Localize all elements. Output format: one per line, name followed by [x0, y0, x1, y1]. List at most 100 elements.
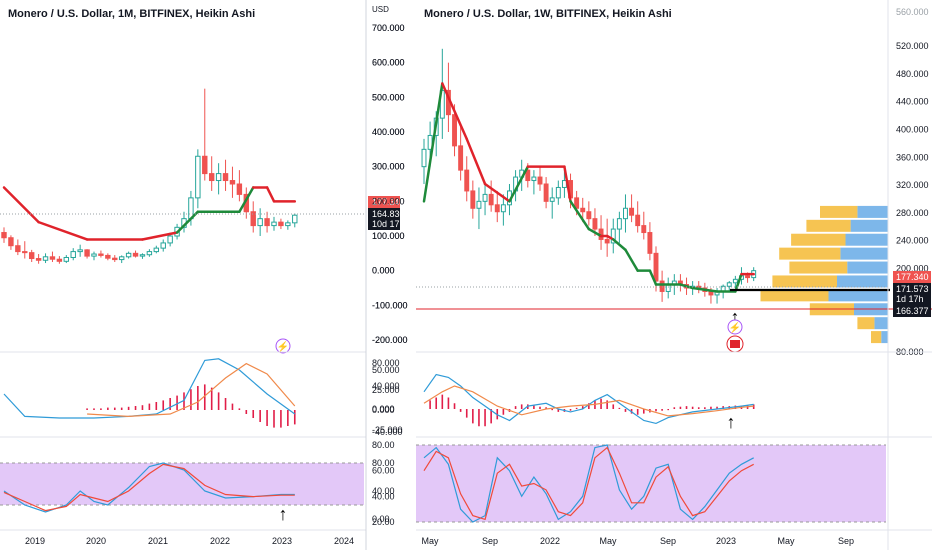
r-candle-40	[665, 277, 671, 299]
r-candle-body-10	[482, 193, 488, 202]
r-stop-seg-17	[679, 283, 694, 290]
r-candle-42	[677, 274, 683, 292]
l-candle-6	[42, 253, 49, 264]
left-flash-icon[interactable]	[275, 338, 291, 354]
l-price-tick-2: 500.000	[372, 92, 405, 102]
l-candle-body-34	[236, 183, 243, 195]
l-price-tick-1: 600.000	[372, 58, 405, 68]
r-price-tick-1: 600.000	[372, 58, 405, 68]
r-candle-30	[604, 218, 610, 257]
r-candle-body-35	[635, 214, 641, 227]
r-hist-bar-21	[557, 409, 560, 412]
r-hist-bar-40	[673, 407, 676, 409]
r-stop-seg-3	[483, 182, 511, 203]
l-candle-12	[84, 249, 90, 259]
r-hist-bar-15	[520, 404, 523, 409]
l-stop-seg-1	[37, 220, 89, 241]
r-hist-bar-6	[465, 409, 468, 418]
r-hist-bar-7	[472, 409, 474, 424]
left-panel: Monero / U.S. Dollar, 1M, BITFINEX, Heik…	[0, 8, 408, 546]
r-candle-20	[543, 177, 549, 209]
l-candle-16	[112, 255, 118, 262]
r-candle-12	[494, 190, 500, 223]
r-stop-seg-18	[691, 286, 719, 293]
r-price-tick-0: 700.000	[372, 23, 405, 33]
r-vp-up-0	[857, 205, 888, 218]
l-candle-body-18	[125, 252, 132, 258]
right-stop-line	[422, 82, 755, 293]
r-hist-bar-8	[478, 409, 480, 427]
r-candle-body-31	[610, 228, 616, 244]
r-stop-seg-14	[648, 269, 658, 286]
left-last-price-text: 164.830	[372, 209, 405, 219]
r-vp-price-tick-0: 520.000	[896, 41, 929, 51]
r-vp-down-2	[791, 233, 846, 246]
l-candle-28	[195, 149, 201, 209]
r-candle-18	[531, 170, 537, 195]
l-hist-bar-20	[224, 398, 227, 410]
r-candle-8	[470, 180, 476, 219]
l-candle-41	[285, 220, 291, 230]
r-candle-body-38	[653, 252, 659, 282]
r-candle-7	[464, 156, 470, 202]
l-candle-15	[105, 253, 111, 261]
r-candle-35	[635, 201, 641, 233]
r-vp-up-5	[837, 275, 888, 288]
l-time-tick-5: 2024	[334, 536, 354, 546]
l-hist-bar-17	[203, 384, 206, 410]
r-candle-body-9	[476, 200, 482, 209]
left-last-price-label	[368, 208, 400, 230]
r-stop-seg-7	[569, 200, 591, 231]
l-candle-9	[63, 255, 70, 264]
r-candle-27	[586, 201, 592, 226]
l-hist-bar-6	[127, 406, 130, 410]
l-candle-26	[181, 211, 187, 233]
r-macd-tick-3: -40.000	[372, 427, 403, 437]
r-time-tick-3: May	[599, 536, 617, 546]
r-candle-body-30	[604, 238, 610, 244]
right-price-axis: 520.000 480.000 440.000 400.000 360.000 320.0…	[896, 41, 929, 357]
right-signal-line	[423, 385, 754, 417]
r-hist-bar-35	[642, 409, 645, 414]
r-hist-bar-43	[691, 406, 694, 409]
l-candle-body-9	[63, 256, 70, 262]
l-candle-31	[215, 163, 222, 195]
l-candle-body-2	[15, 245, 21, 253]
l-candle-4	[28, 249, 35, 262]
l-candle-body-17	[118, 256, 125, 261]
r-candle-36	[641, 211, 647, 240]
r-price-tick-6: 100.000	[372, 231, 405, 241]
r-vp-down-3	[779, 247, 841, 260]
l-candle-body-16	[112, 257, 118, 261]
l-hist-bar-5	[120, 407, 123, 410]
r-macd-tick-1: 40.000	[372, 381, 400, 391]
left-macd-histogram	[86, 384, 296, 428]
r-hist-bar-48	[722, 406, 724, 409]
l-candle-body-10	[70, 251, 76, 258]
l-price-tick-4: 300.000	[372, 162, 405, 172]
left-flash-icon-glyph: ⚡	[277, 340, 289, 353]
r-hist-bar-38	[661, 409, 663, 411]
r-vp-price-tick-7: 240.000	[896, 236, 929, 246]
l-price-tick-9: -200.000	[372, 335, 408, 345]
r-candle-11	[488, 180, 494, 212]
l-candle-body-41	[285, 222, 291, 227]
l-hist-bar-30	[293, 410, 296, 425]
l-stoch-tick-2: 0.00	[372, 514, 390, 524]
left-signal-line	[87, 362, 296, 418]
r-hist-bar-30	[612, 404, 615, 409]
l-time-tick-3: 2022	[210, 536, 230, 546]
r-candle-39	[659, 270, 665, 302]
r-candle-body-32	[616, 218, 622, 230]
r-vp-up-1	[850, 219, 888, 232]
r-candle-body-19	[537, 176, 543, 185]
l-macd-tick-1: 25.000	[372, 385, 400, 395]
right-support-price-label	[893, 305, 931, 317]
r-candle-body-34	[629, 207, 635, 216]
l-candle-body-19	[132, 252, 139, 257]
r-candle-body-39	[659, 280, 665, 292]
l-price-tick-7: 0.000	[372, 266, 395, 276]
r-candle-10	[482, 184, 488, 216]
right-flash-icon[interactable]	[727, 319, 743, 335]
l-candle-29	[202, 88, 208, 181]
